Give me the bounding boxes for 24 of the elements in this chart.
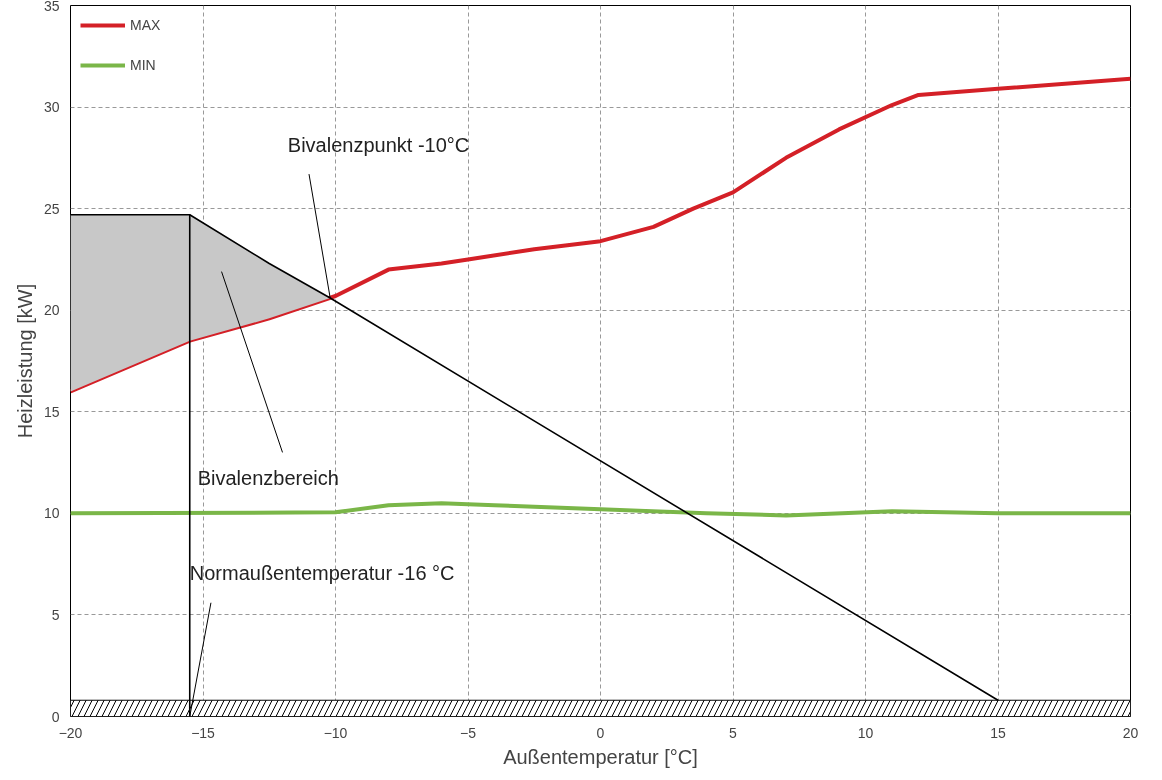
x-tick-label: 20 <box>1122 724 1139 741</box>
x-tick-label: 5 <box>729 724 738 741</box>
x-tick-label: 15 <box>990 724 1006 741</box>
x-tick-label: −20 <box>58 724 83 741</box>
annotation: Bivalenzpunkt -10°C <box>287 133 470 156</box>
y-axis-title: Heizleistung [kW] <box>13 283 36 439</box>
legend-label: MIN <box>130 57 156 73</box>
x-tick-label: 0 <box>596 724 605 741</box>
x-tick-label: −15 <box>191 724 216 741</box>
x-axis-title: Außentemperatur [°C] <box>503 745 698 768</box>
y-tick-label: 25 <box>43 200 60 217</box>
x-tick-label: −10 <box>323 724 348 741</box>
annotation: Bivalenzbereich <box>197 466 339 489</box>
y-tick-label: 0 <box>51 708 60 725</box>
x-tick-label: 10 <box>857 724 874 741</box>
y-tick-label: 10 <box>43 505 60 522</box>
y-tick-label: 20 <box>43 302 60 319</box>
legend-label: MAX <box>130 17 161 33</box>
y-tick-label: 30 <box>43 99 60 116</box>
y-tick-label: 5 <box>51 606 60 623</box>
x-tick-label: −5 <box>460 724 477 741</box>
y-tick-label: 15 <box>43 403 60 420</box>
annotation: Normaußentemperatur -16 °C <box>189 562 455 585</box>
y-tick-label: 35 <box>43 0 60 14</box>
